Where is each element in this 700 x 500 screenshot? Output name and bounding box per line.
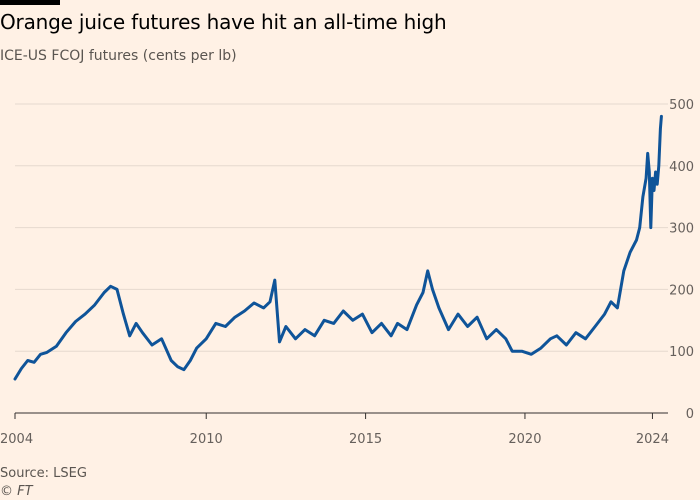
x-tick-label: 2004	[0, 432, 33, 447]
x-tick-label: 2015	[349, 432, 382, 447]
x-tick-label: 2020	[508, 432, 541, 447]
ft-accent-bar	[0, 0, 60, 5]
y-tick-label: 500	[669, 98, 694, 113]
y-tick-label: 400	[669, 160, 694, 175]
chart-subtitle: ICE-US FCOJ futures (cents per lb)	[0, 48, 237, 64]
series-layer	[13, 114, 663, 381]
chart-title: Orange juice futures have hit an all-tim…	[0, 10, 447, 34]
ft-credit: © FT	[0, 484, 33, 499]
series-line-fcoj	[13, 114, 663, 381]
y-axis: 0 100 200 300 400 500	[669, 98, 694, 422]
source-note: Source: LSEG	[0, 466, 87, 481]
x-axis: 2004 2010 2015 2020 2024	[0, 413, 669, 447]
y-tick-label: 300	[669, 222, 694, 237]
x-tick-label: 2010	[190, 432, 223, 447]
y-tick-label: 0	[686, 407, 694, 422]
grid-lines	[15, 103, 668, 414]
y-tick-label: 100	[669, 345, 694, 360]
x-tick-label: 2024	[636, 432, 669, 447]
y-tick-label: 200	[669, 283, 694, 298]
